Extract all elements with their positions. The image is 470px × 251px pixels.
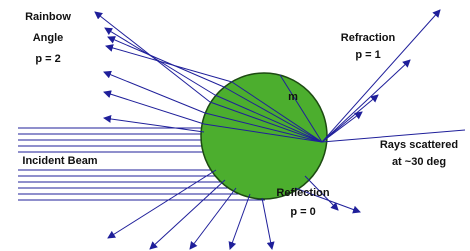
label: Rays scattered (380, 139, 458, 151)
label: Angle (33, 32, 64, 44)
label: Incident Beam (22, 155, 97, 167)
refraction-rays (322, 10, 465, 142)
label: at ~30 deg (392, 156, 446, 168)
label: m (288, 91, 298, 103)
label: Reflection (276, 187, 329, 199)
label: p = 2 (35, 53, 60, 65)
diagram: Rainbow Angle p = 2 Refraction p = 1 m R… (0, 0, 470, 251)
label: p = 0 (290, 206, 315, 218)
label: Rainbow (25, 11, 71, 23)
label: p = 1 (355, 49, 380, 61)
label: Refraction (341, 32, 396, 44)
